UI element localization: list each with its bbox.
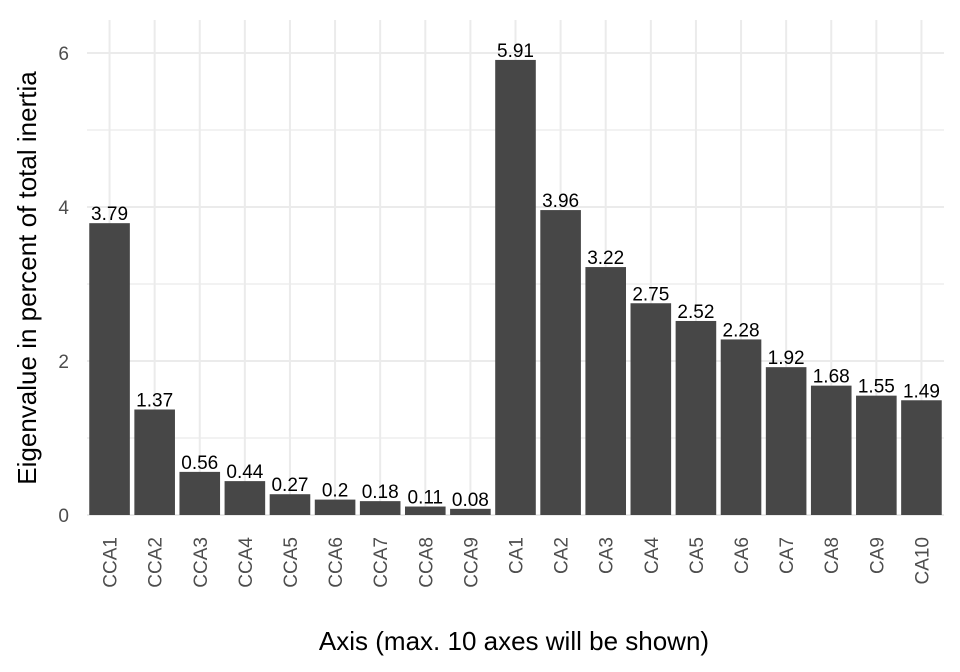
data-label: 1.37 xyxy=(136,391,173,412)
bars xyxy=(89,59,942,516)
bar xyxy=(450,508,491,515)
x-tick-label: CCA7 xyxy=(371,537,392,588)
data-label: 2.28 xyxy=(723,320,760,341)
x-axis-title: Axis (max. 10 axes will be shown) xyxy=(319,626,709,656)
bar xyxy=(765,367,807,515)
y-tick-label: 6 xyxy=(58,44,69,65)
bar xyxy=(89,223,130,516)
x-tick-label: CCA4 xyxy=(236,537,257,588)
x-tick-label: CCA3 xyxy=(191,537,212,588)
x-tick-label: CA4 xyxy=(642,537,663,574)
data-label: 3.96 xyxy=(542,191,579,212)
y-axis-ticks: 0 2 4 6 xyxy=(58,44,69,527)
bar xyxy=(495,59,536,516)
y-tick-label: 2 xyxy=(58,352,69,373)
bar xyxy=(856,395,897,515)
x-tick-label: CA3 xyxy=(597,537,618,574)
x-tick-label: CA7 xyxy=(777,537,798,574)
bar xyxy=(359,501,401,515)
data-label: 1.55 xyxy=(858,377,895,398)
y-tick-label: 4 xyxy=(58,198,69,219)
x-tick-label: CCA1 xyxy=(101,537,122,588)
bar xyxy=(269,494,311,515)
x-tick-label: CA6 xyxy=(732,537,753,574)
bar xyxy=(720,339,762,515)
data-label: 3.79 xyxy=(91,204,128,225)
data-label: 2.52 xyxy=(677,302,714,323)
x-tick-label: CA8 xyxy=(822,537,843,574)
bar xyxy=(540,210,581,515)
data-label: 0.18 xyxy=(362,482,399,503)
data-label: 1.68 xyxy=(813,367,850,388)
data-labels: 3.79 1.37 0.56 0.44 0.27 0.2 0.18 0.11 0.08 5.91 3… xyxy=(91,41,940,511)
bar xyxy=(224,481,266,515)
data-label: 0.08 xyxy=(452,490,489,511)
bar xyxy=(630,303,672,515)
x-tick-label: CCA5 xyxy=(281,537,302,588)
data-label: 2.75 xyxy=(632,284,669,305)
bar xyxy=(810,385,852,515)
data-label: 0.44 xyxy=(226,462,263,483)
x-tick-label: CCA9 xyxy=(461,537,482,588)
x-tick-label: CCA8 xyxy=(416,537,437,588)
data-label: 0.56 xyxy=(181,453,218,474)
data-label: 3.22 xyxy=(587,248,624,269)
data-label: 1.92 xyxy=(768,348,805,369)
x-tick-label: CCA6 xyxy=(326,537,347,588)
bar xyxy=(314,499,356,515)
y-tick-label: 0 xyxy=(58,506,69,527)
x-axis-ticks: CCA1 CCA2 CCA3 CCA4 CCA5 CCA6 CCA7 CCA8 CCA9 CA1 C… xyxy=(101,537,934,588)
data-label: 0.27 xyxy=(271,475,308,496)
bar xyxy=(675,320,717,515)
x-tick-label: CA10 xyxy=(912,537,933,585)
y-axis-title: Eigenvalue in percent of total inertia xyxy=(12,71,42,485)
bar xyxy=(179,471,221,515)
x-tick-label: CA2 xyxy=(552,537,573,574)
data-label: 1.49 xyxy=(903,381,940,402)
data-label: 5.91 xyxy=(497,41,534,62)
x-tick-label: CCA2 xyxy=(146,537,167,588)
x-tick-label: CA5 xyxy=(687,537,708,574)
bar xyxy=(901,400,942,515)
bar xyxy=(404,506,446,515)
bar xyxy=(134,409,175,515)
x-tick-label: CA1 xyxy=(507,537,528,574)
x-tick-label: CA9 xyxy=(867,537,888,574)
data-label: 0.11 xyxy=(408,488,444,509)
bar xyxy=(585,267,627,515)
data-label: 0.2 xyxy=(322,481,348,502)
